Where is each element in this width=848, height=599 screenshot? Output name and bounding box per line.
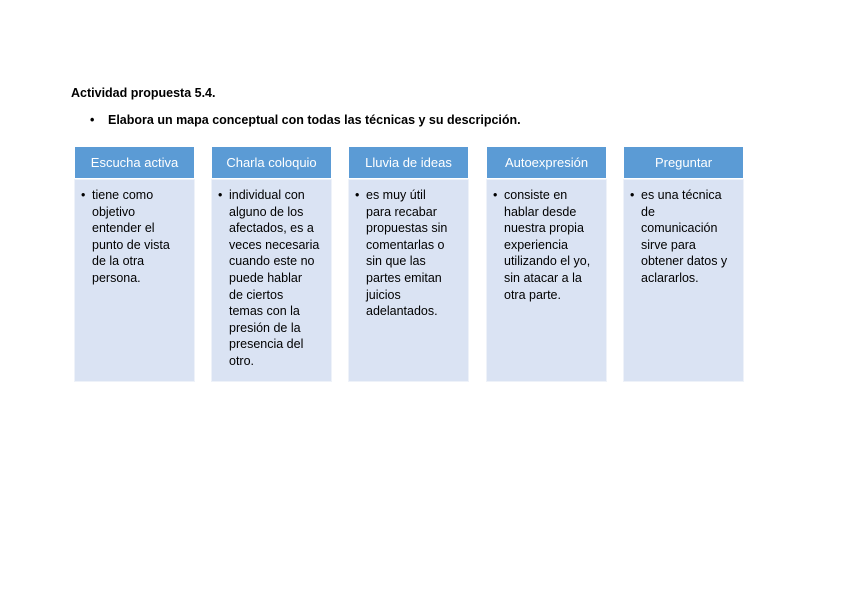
concept-description: • individual con alguno de los afectados, e… bbox=[211, 179, 332, 382]
instruction: • Elabora un mapa conceptual con todas la… bbox=[90, 113, 521, 127]
description-line: punto de vista bbox=[92, 237, 170, 252]
description-line: afectados, es a bbox=[229, 221, 314, 236]
description-line: individual con bbox=[229, 188, 305, 202]
concept-description: • tiene como objetivo entender el punto de v… bbox=[74, 179, 195, 382]
instruction-text: Elabora un mapa conceptual con todas las… bbox=[108, 113, 521, 127]
description-line: nuestra propia bbox=[504, 221, 584, 236]
description-line: persona. bbox=[92, 270, 141, 285]
concept-column: Charla coloquio • individual con alguno de … bbox=[211, 146, 332, 382]
concept-description: • consiste en hablar desde nuestra propia ex… bbox=[486, 179, 607, 382]
description-line: juicios bbox=[366, 287, 401, 302]
concept-description: • es una técnica de comunicación sirve para o… bbox=[623, 179, 744, 382]
description-line: sin que las bbox=[366, 254, 426, 269]
description-line: adelantados. bbox=[366, 304, 438, 319]
description-line: cuando este no bbox=[229, 254, 315, 269]
concept-column: Lluvia de ideas • es muy útil para recabar p… bbox=[348, 146, 469, 382]
concept-column: Escucha activa • tiene como objetivo entende… bbox=[74, 146, 195, 382]
description-line: puede hablar bbox=[229, 270, 302, 285]
bullet-icon: • bbox=[355, 188, 360, 202]
description-line: temas con la bbox=[229, 304, 300, 319]
description-line: de bbox=[641, 204, 655, 219]
description-line: obtener datos y bbox=[641, 254, 728, 269]
description-line: sin atacar a la bbox=[504, 270, 582, 285]
description-line: partes emitan bbox=[366, 270, 442, 285]
description-line: entender el bbox=[92, 221, 155, 236]
description-line: utilizando el yo, bbox=[504, 254, 591, 269]
bullet-icon: • bbox=[630, 188, 635, 202]
description-line: de la otra bbox=[92, 254, 145, 269]
concept-description: • es muy útil para recabar propuestas sin co… bbox=[348, 179, 469, 382]
description-line: presencia del bbox=[229, 337, 304, 352]
concept-column: Autoexpresión • consiste en hablar desde nue… bbox=[486, 146, 607, 382]
description-line: hablar desde bbox=[504, 204, 577, 219]
description-line: tiene como bbox=[92, 188, 154, 202]
description-line: presión de la bbox=[229, 320, 301, 335]
activity-title: Actividad propuesta 5.4. bbox=[71, 86, 216, 100]
concept-header: Charla coloquio bbox=[211, 146, 332, 179]
concept-header: Autoexpresión bbox=[486, 146, 607, 179]
bullet-icon: • bbox=[81, 188, 86, 202]
description-line: objetivo bbox=[92, 204, 136, 219]
description-line: para recabar bbox=[366, 204, 437, 219]
description-line: veces necesaria bbox=[229, 237, 320, 252]
description-line: comentarlas o bbox=[366, 237, 445, 252]
description-line: otra parte. bbox=[504, 287, 561, 302]
description-line: experiencia bbox=[504, 237, 568, 252]
description-line: de ciertos bbox=[229, 287, 284, 302]
concept-header: Escucha activa bbox=[74, 146, 195, 179]
bullet-icon: • bbox=[493, 188, 498, 202]
description-line: propuestas sin bbox=[366, 221, 448, 236]
description-line: comunicación bbox=[641, 221, 718, 236]
description-line: es muy útil bbox=[366, 188, 426, 202]
description-line: consiste en bbox=[504, 188, 568, 202]
bullet-icon: • bbox=[218, 188, 223, 202]
description-line: aclararlos. bbox=[641, 270, 699, 285]
bullet-icon: • bbox=[90, 113, 95, 127]
description-line: es una técnica bbox=[641, 188, 722, 202]
description-line: otro. bbox=[229, 353, 255, 368]
concept-header: Preguntar bbox=[623, 146, 744, 179]
concept-header: Lluvia de ideas bbox=[348, 146, 469, 179]
description-line: sirve para bbox=[641, 237, 696, 252]
description-line: alguno de los bbox=[229, 204, 304, 219]
concept-column: Preguntar • es una técnica de comunicación si… bbox=[623, 146, 744, 382]
